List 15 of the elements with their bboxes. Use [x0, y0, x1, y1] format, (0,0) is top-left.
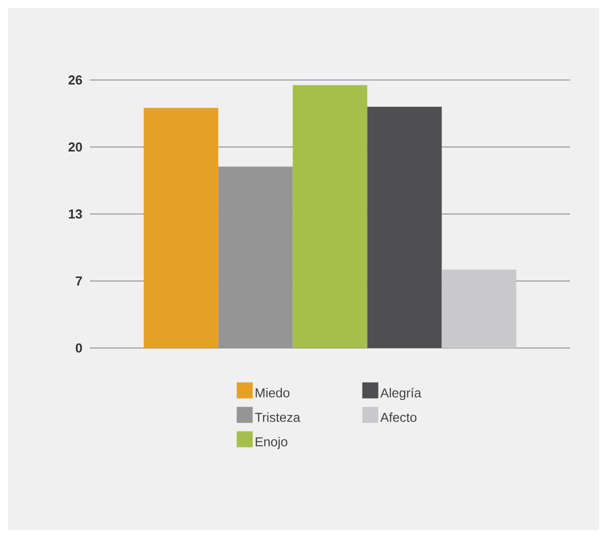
legend-label: Alegría: [380, 388, 422, 400]
legend-label: Afecto: [380, 412, 416, 422]
y-tick-label: 7: [76, 276, 82, 286]
bar: [442, 270, 516, 348]
legend-label: Enojo: [256, 436, 288, 449]
bar: [218, 166, 293, 348]
y-tick-label: 26: [68, 75, 82, 85]
y-tick-label: 13: [68, 209, 82, 219]
y-tick-label: 20: [68, 142, 82, 152]
y-tick-label: 0: [76, 343, 82, 353]
bar: [144, 108, 218, 348]
legend-label: Miedo: [256, 388, 290, 398]
bar: [292, 85, 368, 348]
bar: [367, 106, 442, 348]
legend-label: Tristeza: [255, 412, 300, 422]
